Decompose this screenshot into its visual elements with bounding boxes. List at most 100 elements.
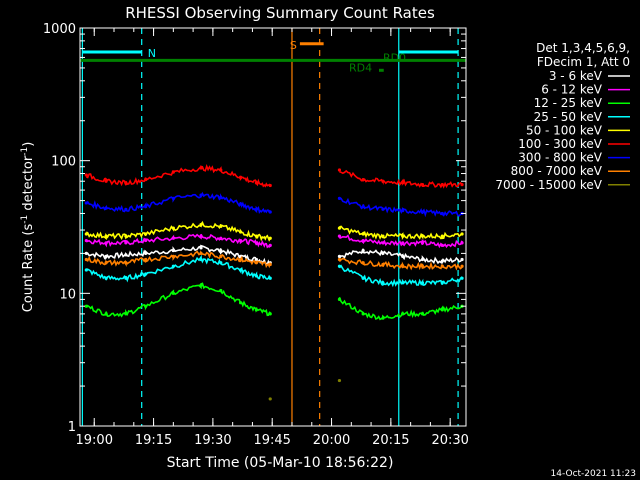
plot-frame [79, 27, 467, 427]
data-point-6-17 [440, 211, 444, 216]
data-point-8-12 [337, 378, 342, 383]
legend-label-1: 6 - 12 keV [541, 83, 603, 97]
data-point-6-6 [219, 195, 223, 199]
data-point-7-17 [440, 264, 444, 268]
legend-label-8: 7000 - 15000 keV [495, 178, 602, 192]
data-point-3-4 [171, 264, 175, 268]
y-axis-label: Count Rate (s-1 detector-1) [20, 142, 36, 313]
data-point-7-13 [361, 261, 365, 265]
data-point-7-9 [268, 262, 272, 267]
data-point-2-3 [144, 304, 148, 308]
data-point-0-5 [199, 246, 203, 250]
data-point-1-9 [268, 243, 272, 247]
data-point-1-7 [238, 238, 243, 243]
data-point-3-15 [401, 281, 405, 285]
data-point-2-6 [219, 288, 223, 293]
legend-label-3: 25 - 50 keV [534, 110, 603, 124]
series-2 [84, 282, 464, 321]
data-point-5-17 [440, 183, 444, 187]
data-point-6-12 [337, 196, 342, 200]
data-point-4-17 [440, 234, 444, 238]
data-point-5-4 [171, 170, 175, 174]
series-4 [84, 220, 464, 242]
data-point-4-6 [219, 224, 223, 228]
series-5 [84, 164, 464, 189]
legend-label-7: 800 - 7000 keV [511, 164, 603, 178]
y-axis-label-part1: Count Rate (s [21, 224, 36, 313]
data-point-2-16 [420, 312, 425, 316]
series-3 [84, 254, 464, 288]
data-point-5-14 [381, 179, 385, 183]
data-point-7-15 [401, 264, 405, 268]
data-point-0-14 [381, 251, 385, 255]
data-point-4-4 [171, 226, 175, 230]
data-point-0-6 [219, 248, 223, 253]
data-point-2-12 [337, 297, 342, 302]
data-point-5-1 [104, 179, 108, 183]
data-point-1-17 [440, 243, 444, 247]
data-point-3-5 [199, 257, 203, 262]
saa-label: S [290, 39, 297, 52]
y-tick-label-2: 100 [51, 155, 76, 170]
data-point-0-16 [420, 257, 425, 262]
data-point-2-17 [440, 308, 444, 312]
data-point-1-16 [420, 241, 425, 245]
series-1 [84, 233, 464, 249]
data-point-3-18 [460, 276, 464, 280]
data-point-0-8 [254, 257, 258, 262]
data-point-4-16 [420, 234, 425, 238]
data-point-0-3 [144, 251, 148, 255]
data-point-2-9 [268, 312, 272, 316]
data-point-4-3 [144, 232, 148, 236]
y-tick-label-1: 10 [59, 287, 76, 302]
data-point-2-14 [381, 316, 385, 320]
series-8 [268, 378, 342, 401]
data-point-3-8 [254, 274, 258, 278]
data-point-1-2 [124, 241, 128, 245]
data-point-7-5 [199, 251, 203, 255]
data-point-8-9 [268, 397, 272, 401]
data-point-0-18 [460, 257, 464, 262]
data-point-2-2 [124, 312, 128, 316]
data-point-7-0 [84, 257, 88, 262]
y-axis-label-sup2: -1 [20, 147, 30, 156]
data-point-4-14 [381, 234, 385, 238]
data-point-7-8 [254, 261, 258, 265]
y-axis-label-part2: detector [21, 155, 36, 215]
data-point-3-17 [440, 281, 444, 285]
x-tick-label-3: 19:45 [253, 433, 290, 448]
data-point-0-0 [84, 251, 88, 255]
data-point-1-3 [144, 238, 148, 243]
data-point-2-7 [238, 301, 243, 305]
data-point-1-6 [219, 236, 223, 240]
y-tick-label-0: 1 [68, 420, 76, 435]
data-point-6-15 [401, 209, 405, 213]
data-point-2-15 [401, 312, 405, 316]
data-point-4-15 [401, 234, 405, 238]
data-point-0-17 [440, 259, 444, 263]
data-point-6-8 [254, 207, 258, 211]
data-point-6-3 [144, 205, 148, 209]
data-point-4-9 [268, 236, 272, 240]
data-point-4-1 [104, 234, 108, 238]
data-point-5-2 [124, 181, 128, 185]
data-point-2-0 [84, 304, 88, 308]
data-point-3-6 [219, 261, 223, 265]
data-point-2-5 [199, 283, 203, 287]
legend-header-line-2: FDecim 1, Att 0 [537, 55, 630, 69]
legend-label-2: 12 - 25 keV [534, 96, 603, 110]
data-point-0-4 [171, 248, 175, 253]
data-point-1-5 [199, 234, 203, 238]
data-point-3-0 [84, 268, 88, 272]
data-point-1-18 [460, 241, 464, 245]
data-point-6-7 [238, 202, 243, 206]
data-point-2-1 [104, 312, 108, 316]
legend-label-6: 300 - 800 keV [518, 151, 602, 165]
legend: Det 1,3,4,5,6,9, FDecim 1, Att 0 3 - 6 k… [495, 41, 630, 192]
data-point-1-4 [171, 236, 175, 240]
data-point-6-2 [124, 207, 128, 211]
x-tick-label-4: 20:00 [313, 433, 350, 448]
data-point-5-3 [144, 177, 148, 182]
rd0-label: RD0 [383, 51, 406, 64]
